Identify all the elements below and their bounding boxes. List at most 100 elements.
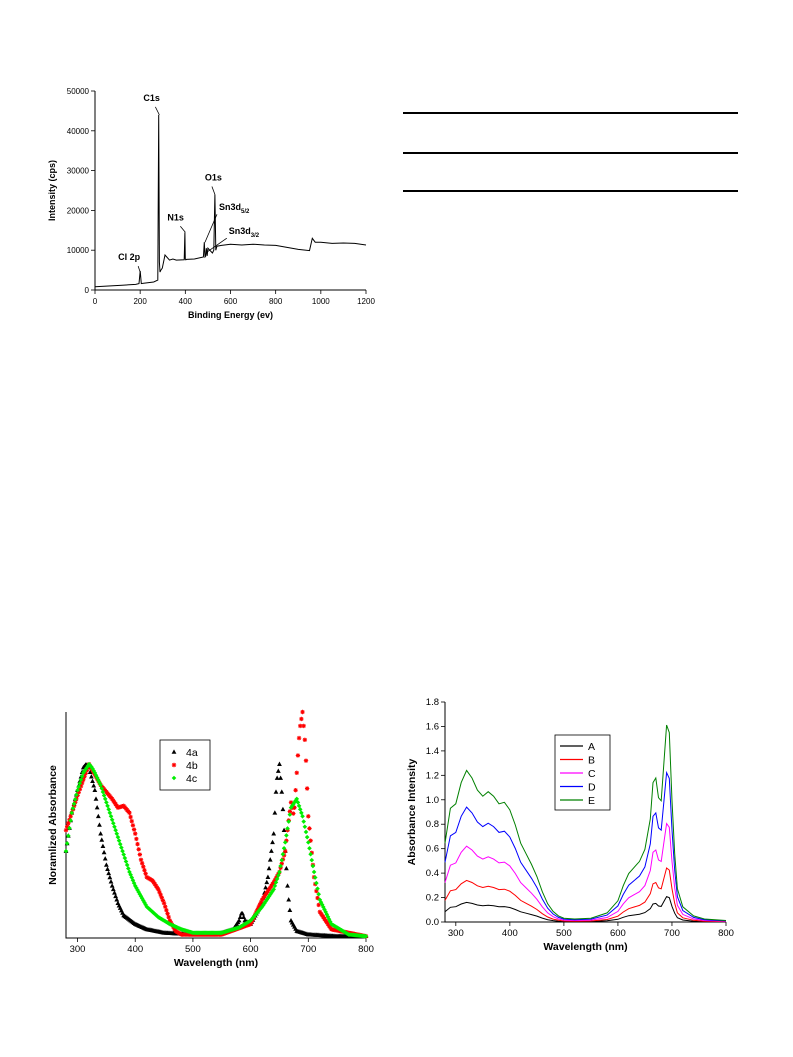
- data-point: [116, 838, 122, 843]
- data-point: [280, 851, 286, 857]
- legend-label: 4b: [186, 760, 198, 772]
- data-point: [277, 761, 282, 766]
- data-point: [274, 775, 280, 780]
- data-point: [303, 829, 309, 835]
- data-point: [273, 789, 279, 794]
- data-point: [256, 904, 261, 910]
- data-point: [300, 814, 305, 819]
- x-tick-label: 1200: [357, 297, 375, 306]
- data-point: [139, 896, 145, 901]
- data-point: [83, 767, 88, 772]
- data-point: [141, 864, 146, 869]
- data-point: [301, 819, 306, 824]
- data-point: [283, 848, 288, 854]
- data-point: [166, 914, 171, 920]
- data-point: [159, 895, 164, 900]
- y-tick-label: 0.0: [426, 917, 439, 928]
- x-tick-label: 800: [269, 297, 283, 306]
- data-point: [108, 814, 114, 819]
- data-point: [117, 841, 123, 847]
- data-point: [266, 865, 272, 871]
- y-tick-label: 50000: [67, 87, 90, 96]
- data-point: [66, 833, 71, 839]
- x-tick-label: 600: [224, 297, 238, 306]
- data-point: [251, 914, 257, 919]
- peak-label-subscript: 3/2: [251, 233, 260, 239]
- data-point: [113, 893, 119, 899]
- data-point: [315, 895, 320, 901]
- data-point: [300, 709, 305, 715]
- data-point: [105, 803, 110, 809]
- data-point: [292, 800, 297, 805]
- data-point: [267, 857, 273, 862]
- data-point: [112, 824, 117, 830]
- data-point: [268, 848, 274, 853]
- data-point: [296, 803, 302, 809]
- data-point: [82, 774, 87, 779]
- y-tick-label: 0.6: [426, 844, 439, 855]
- data-point: [327, 919, 333, 924]
- data-point: [302, 824, 308, 830]
- data-point: [271, 880, 276, 885]
- data-point: [299, 716, 304, 722]
- data-point: [99, 837, 105, 842]
- legend-marker: [171, 749, 177, 754]
- axes-frame: [65, 712, 366, 939]
- data-point: [157, 889, 162, 895]
- y-tick-label: 1.6: [426, 721, 439, 732]
- data-point: [114, 897, 120, 902]
- data-point: [167, 918, 173, 923]
- y-tick-label: 1.2: [426, 770, 439, 781]
- data-point: [298, 723, 303, 729]
- x-tick-label: 400: [127, 944, 143, 955]
- data-point: [279, 789, 285, 794]
- data-point: [63, 828, 69, 833]
- data-point: [106, 870, 112, 876]
- data-point: [291, 801, 296, 807]
- data-point: [113, 827, 118, 833]
- data-point: [85, 763, 91, 769]
- peak-annotation-label: O1s: [205, 172, 222, 182]
- data-point: [91, 783, 97, 788]
- data-point: [102, 796, 108, 802]
- data-point: [236, 918, 242, 923]
- legend-label: 4c: [186, 773, 197, 785]
- data-point: [98, 831, 104, 836]
- data-point: [158, 892, 163, 898]
- data-point: [106, 807, 111, 812]
- peak-annotation-arrow: [180, 226, 186, 233]
- y-tick-label: 0.2: [426, 893, 439, 904]
- legend-label: A: [588, 741, 595, 753]
- data-point: [107, 874, 113, 880]
- y-tick-label: 30000: [67, 167, 90, 176]
- legend-label: 4a: [186, 747, 198, 759]
- data-point: [287, 907, 293, 912]
- x-tick-label: 400: [502, 928, 518, 939]
- y-tick-label: 0: [85, 286, 90, 295]
- data-point: [68, 818, 73, 823]
- data-point: [269, 890, 274, 896]
- data-point: [314, 888, 319, 894]
- data-point: [363, 933, 369, 939]
- data-point: [100, 843, 106, 849]
- data-point: [272, 883, 278, 889]
- data-point: [94, 805, 100, 810]
- data-point: [316, 902, 321, 908]
- data-point: [105, 866, 110, 871]
- data-point: [293, 788, 298, 793]
- data-point: [286, 819, 291, 824]
- data-point: [322, 907, 327, 912]
- data-point: [278, 863, 283, 869]
- data-point: [103, 862, 109, 867]
- data-point: [77, 780, 83, 786]
- data-point: [137, 852, 143, 857]
- x-tick-label: 700: [664, 928, 680, 939]
- y-tick-label: 1.0: [426, 795, 439, 806]
- data-point: [76, 784, 81, 790]
- data-point: [286, 897, 292, 902]
- data-point: [115, 834, 121, 840]
- data-point: [308, 851, 313, 857]
- x-tick-label: 0: [93, 297, 98, 306]
- y-tick-label: 40000: [67, 127, 90, 136]
- data-point: [76, 790, 81, 795]
